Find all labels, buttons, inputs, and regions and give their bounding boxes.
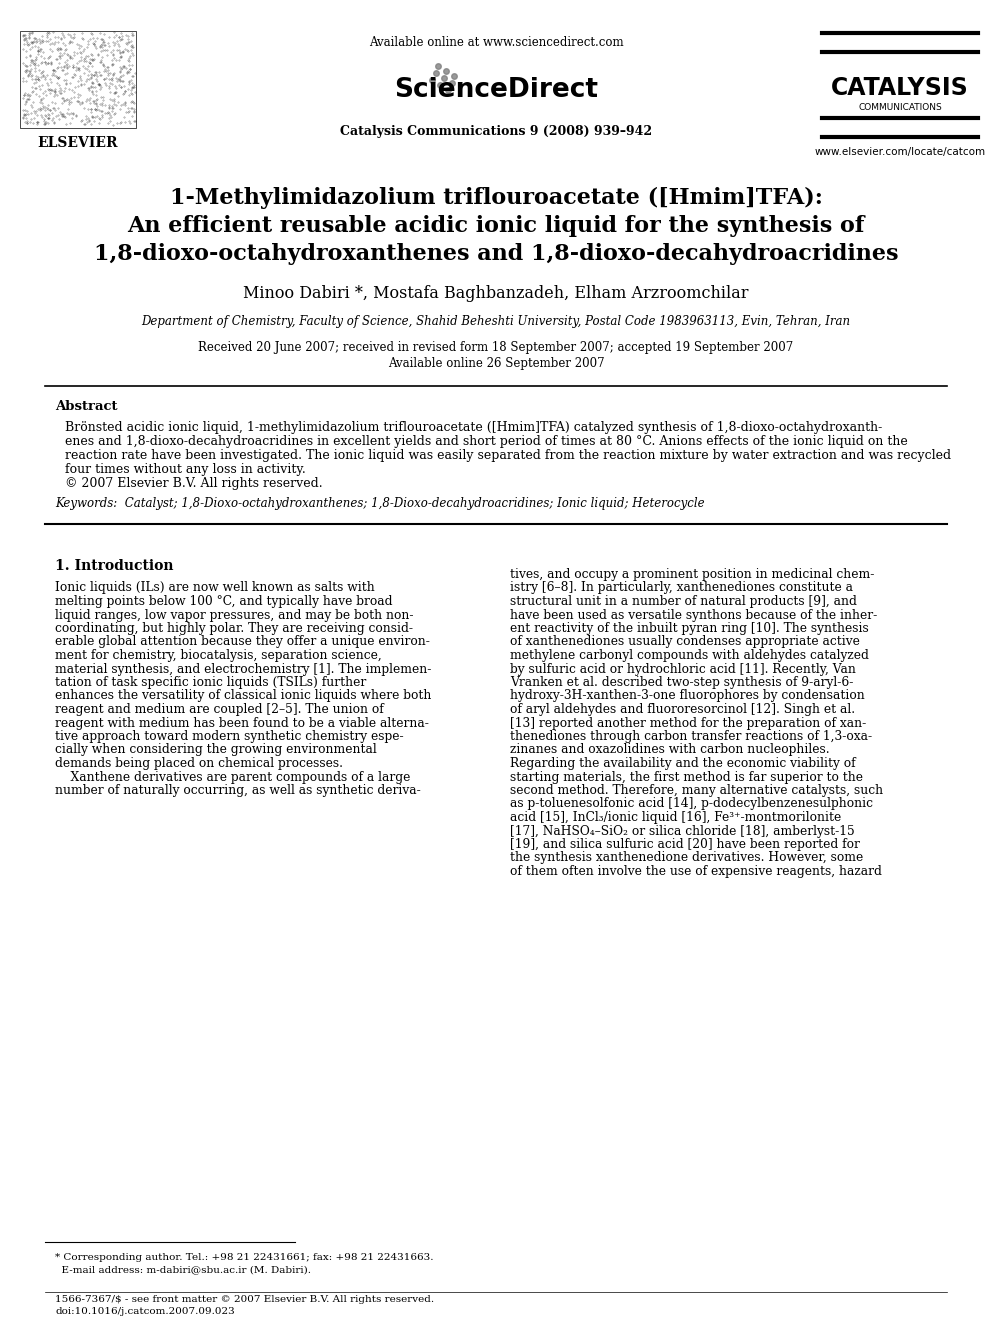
Text: Available online at www.sciencedirect.com: Available online at www.sciencedirect.co… bbox=[369, 36, 623, 49]
Text: tation of task specific ionic liquids (TSILs) further: tation of task specific ionic liquids (T… bbox=[55, 676, 366, 689]
Text: erable global attention because they offer a unique environ-: erable global attention because they off… bbox=[55, 635, 430, 648]
Text: of them often involve the use of expensive reagents, hazard: of them often involve the use of expensi… bbox=[510, 865, 882, 878]
Text: starting materials, the first method is far superior to the: starting materials, the first method is … bbox=[510, 770, 863, 783]
Text: cially when considering the growing environmental: cially when considering the growing envi… bbox=[55, 744, 377, 757]
Text: istry [6–8]. In particularly, xanthenediones constitute a: istry [6–8]. In particularly, xanthenedi… bbox=[510, 582, 853, 594]
Text: Minoo Dabiri *, Mostafa Baghbanzadeh, Elham Arzroomchilar: Minoo Dabiri *, Mostafa Baghbanzadeh, El… bbox=[243, 286, 749, 303]
Text: zinanes and oxazolidines with carbon nucleophiles.: zinanes and oxazolidines with carbon nuc… bbox=[510, 744, 829, 757]
Text: number of naturally occurring, as well as synthetic deriva-: number of naturally occurring, as well a… bbox=[55, 785, 421, 796]
Text: demands being placed on chemical processes.: demands being placed on chemical process… bbox=[55, 757, 343, 770]
Text: Brönsted acidic ionic liquid, 1-methylimidazolium triflouroacetate ([Hmim]TFA) c: Brönsted acidic ionic liquid, 1-methylim… bbox=[65, 422, 882, 434]
Text: 1,8-dioxo-octahydroxanthenes and 1,8-dioxo-decahydroacridines: 1,8-dioxo-octahydroxanthenes and 1,8-dio… bbox=[94, 243, 898, 265]
Text: ScienceDirect: ScienceDirect bbox=[394, 77, 598, 103]
Text: enes and 1,8-dioxo-decahydroacridines in excellent yields and short period of ti: enes and 1,8-dioxo-decahydroacridines in… bbox=[65, 435, 908, 448]
Text: E-mail address: m-dabiri@sbu.ac.ir (M. Dabiri).: E-mail address: m-dabiri@sbu.ac.ir (M. D… bbox=[55, 1266, 311, 1274]
Text: melting points below 100 °C, and typically have broad: melting points below 100 °C, and typical… bbox=[55, 595, 393, 609]
Text: methylene carbonyl compounds with aldehydes catalyzed: methylene carbonyl compounds with aldehy… bbox=[510, 650, 869, 662]
Text: of aryl aldehydes and fluororesorcinol [12]. Singh et al.: of aryl aldehydes and fluororesorcinol [… bbox=[510, 703, 855, 716]
Text: the synthesis xanthenedione derivatives. However, some: the synthesis xanthenedione derivatives.… bbox=[510, 852, 863, 864]
Text: of xanthenediones usually condenses appropriate active: of xanthenediones usually condenses appr… bbox=[510, 635, 860, 648]
Text: 1. Introduction: 1. Introduction bbox=[55, 560, 174, 573]
Text: tive approach toward modern synthetic chemistry espe-: tive approach toward modern synthetic ch… bbox=[55, 730, 404, 744]
Text: Keywords:  Catalyst; 1,8-Dioxo-octahydroxanthenes; 1,8-Dioxo-decahydroacridines;: Keywords: Catalyst; 1,8-Dioxo-octahydrox… bbox=[55, 497, 704, 511]
Text: ment for chemistry, biocatalysis, separation science,: ment for chemistry, biocatalysis, separa… bbox=[55, 650, 382, 662]
Text: 1-Methylimidazolium triflouroacetate ([Hmim]TFA):: 1-Methylimidazolium triflouroacetate ([H… bbox=[170, 187, 822, 209]
Text: by sulfuric acid or hydrochloric acid [11]. Recently, Van: by sulfuric acid or hydrochloric acid [1… bbox=[510, 663, 856, 676]
Text: [19], and silica sulfuric acid [20] have been reported for: [19], and silica sulfuric acid [20] have… bbox=[510, 837, 860, 851]
Text: doi:10.1016/j.catcom.2007.09.023: doi:10.1016/j.catcom.2007.09.023 bbox=[55, 1307, 235, 1316]
Text: reagent with medium has been found to be a viable alterna-: reagent with medium has been found to be… bbox=[55, 717, 429, 729]
Text: CATALYSIS: CATALYSIS bbox=[831, 75, 969, 101]
Text: ent reactivity of the inbuilt pyran ring [10]. The synthesis: ent reactivity of the inbuilt pyran ring… bbox=[510, 622, 869, 635]
Text: Available online 26 September 2007: Available online 26 September 2007 bbox=[388, 357, 604, 370]
Text: enhances the versatility of classical ionic liquids where both: enhances the versatility of classical io… bbox=[55, 689, 432, 703]
Text: tives, and occupy a prominent position in medicinal chem-: tives, and occupy a prominent position i… bbox=[510, 568, 874, 581]
Text: ELSEVIER: ELSEVIER bbox=[38, 136, 118, 149]
Text: liquid ranges, low vapor pressures, and may be both non-: liquid ranges, low vapor pressures, and … bbox=[55, 609, 414, 622]
Text: COMMUNICATIONS: COMMUNICATIONS bbox=[858, 102, 941, 111]
Text: acid [15], InCl₃/ionic liquid [16], Fe³⁺-montmorilonite: acid [15], InCl₃/ionic liquid [16], Fe³⁺… bbox=[510, 811, 841, 824]
Text: Regarding the availability and the economic viability of: Regarding the availability and the econo… bbox=[510, 757, 856, 770]
Text: An efficient reusable acidic ionic liquid for the synthesis of: An efficient reusable acidic ionic liqui… bbox=[127, 216, 865, 237]
Text: reaction rate have been investigated. The ionic liquid was easily separated from: reaction rate have been investigated. Th… bbox=[65, 450, 951, 463]
Text: © 2007 Elsevier B.V. All rights reserved.: © 2007 Elsevier B.V. All rights reserved… bbox=[65, 478, 322, 491]
Text: [13] reported another method for the preparation of xan-: [13] reported another method for the pre… bbox=[510, 717, 866, 729]
Text: structural unit in a number of natural products [9], and: structural unit in a number of natural p… bbox=[510, 595, 857, 609]
Text: material synthesis, and electrochemistry [1]. The implemen-: material synthesis, and electrochemistry… bbox=[55, 663, 432, 676]
Text: second method. Therefore, many alternative catalysts, such: second method. Therefore, many alternati… bbox=[510, 785, 883, 796]
Text: have been used as versatile synthons because of the inher-: have been used as versatile synthons bec… bbox=[510, 609, 877, 622]
Text: [17], NaHSO₄–SiO₂ or silica chloride [18], amberlyst-15: [17], NaHSO₄–SiO₂ or silica chloride [18… bbox=[510, 824, 855, 837]
Text: four times without any loss in activity.: four times without any loss in activity. bbox=[65, 463, 306, 476]
Text: Received 20 June 2007; received in revised form 18 September 2007; accepted 19 S: Received 20 June 2007; received in revis… bbox=[198, 341, 794, 355]
Text: coordinating, but highly polar. They are receiving consid-: coordinating, but highly polar. They are… bbox=[55, 622, 413, 635]
Text: Abstract: Abstract bbox=[55, 400, 117, 413]
Text: * Corresponding author. Tel.: +98 21 22431661; fax: +98 21 22431663.: * Corresponding author. Tel.: +98 21 224… bbox=[55, 1253, 434, 1262]
Text: 1566-7367/$ - see front matter © 2007 Elsevier B.V. All rights reserved.: 1566-7367/$ - see front matter © 2007 El… bbox=[55, 1295, 434, 1304]
Text: Vranken et al. described two-step synthesis of 9-aryl-6-: Vranken et al. described two-step synthe… bbox=[510, 676, 853, 689]
Text: Catalysis Communications 9 (2008) 939–942: Catalysis Communications 9 (2008) 939–94… bbox=[340, 126, 652, 139]
Text: Ionic liquids (ILs) are now well known as salts with: Ionic liquids (ILs) are now well known a… bbox=[55, 582, 375, 594]
Bar bbox=[20, 30, 136, 128]
Text: www.elsevier.com/locate/catcom: www.elsevier.com/locate/catcom bbox=[814, 147, 986, 157]
Text: reagent and medium are coupled [2–5]. The union of: reagent and medium are coupled [2–5]. Th… bbox=[55, 703, 384, 716]
Text: Department of Chemistry, Faculty of Science, Shahid Beheshti University, Postal : Department of Chemistry, Faculty of Scie… bbox=[142, 315, 850, 328]
Text: as p-toluenesolfonic acid [14], p-dodecylbenzenesulphonic: as p-toluenesolfonic acid [14], p-dodecy… bbox=[510, 798, 873, 811]
Text: thenediones through carbon transfer reactions of 1,3-oxa-: thenediones through carbon transfer reac… bbox=[510, 730, 872, 744]
Text: hydroxy-3H-xanthen-3-one fluorophores by condensation: hydroxy-3H-xanthen-3-one fluorophores by… bbox=[510, 689, 865, 703]
Text: Xanthene derivatives are parent compounds of a large: Xanthene derivatives are parent compound… bbox=[55, 770, 411, 783]
